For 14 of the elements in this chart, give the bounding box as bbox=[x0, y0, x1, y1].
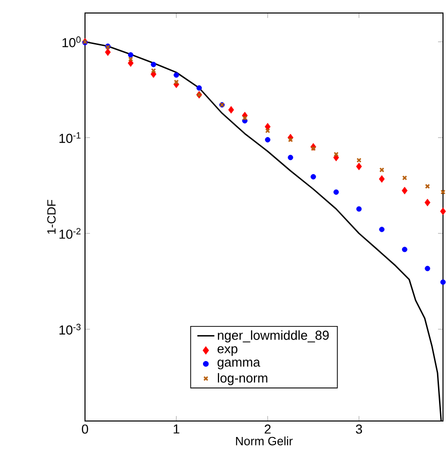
x-tick-label: 3 bbox=[356, 424, 362, 434]
y-tick-label: 10$^{-1}$ bbox=[60, 132, 81, 143]
legend-label: nger_lowmiddle_89 bbox=[218, 330, 329, 342]
x-tick-label: 1 bbox=[174, 424, 180, 434]
x-axis-title: Norm Gelir bbox=[236, 436, 293, 446]
legend-label: log-norm bbox=[218, 373, 268, 386]
x-tick-label: 0 bbox=[82, 424, 88, 434]
y-tick-label: 10$^{-2}$ bbox=[60, 228, 81, 239]
legend-label: gamma bbox=[218, 360, 260, 370]
y-tick-label: 10$^{0}$ bbox=[62, 36, 81, 48]
y-axis-title: 1-CDF bbox=[47, 200, 56, 234]
legend-label: exp bbox=[218, 346, 238, 356]
x-tick-label: 2 bbox=[264, 424, 271, 434]
y-tick-label: 10$^{-3}$ bbox=[60, 324, 81, 335]
